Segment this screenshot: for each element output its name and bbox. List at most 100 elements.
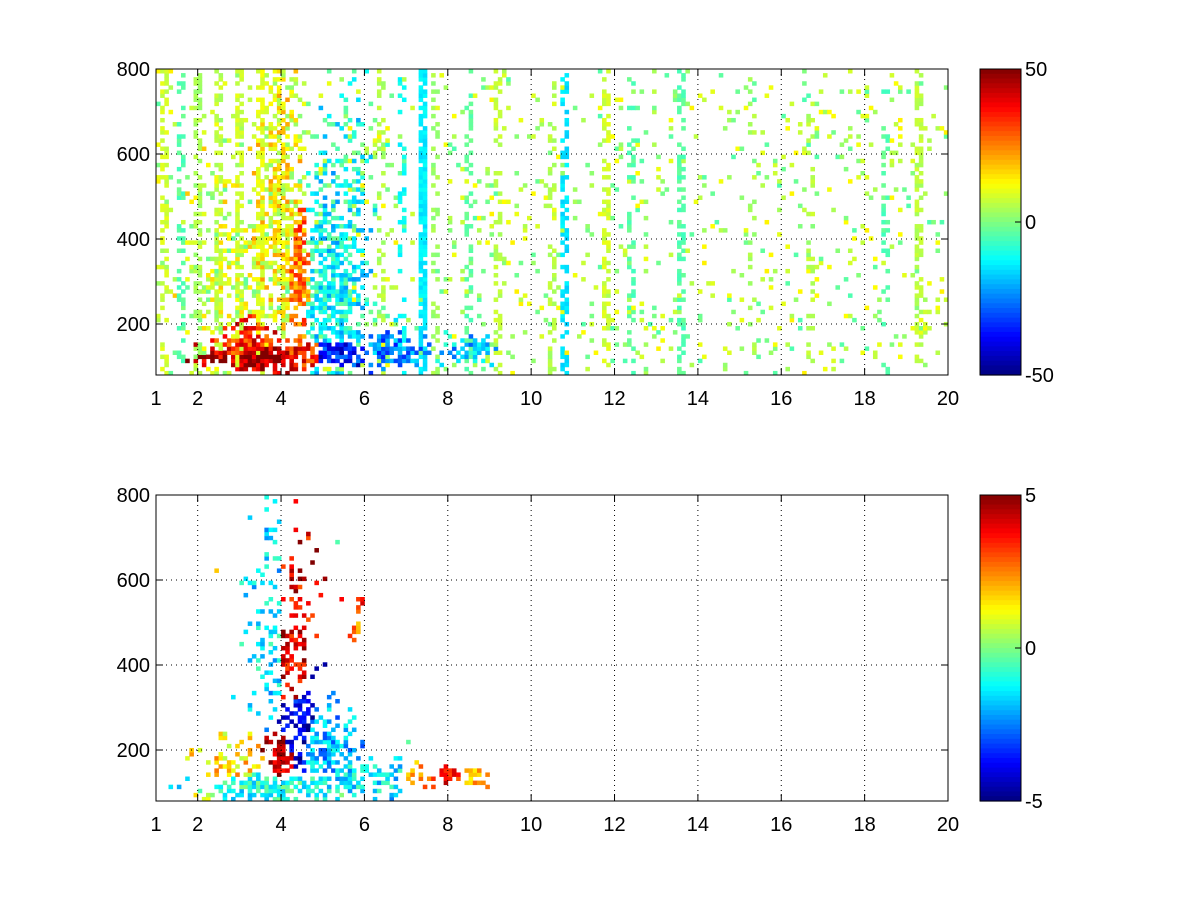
heatmap-cell [310,285,315,290]
heatmap-cell [301,719,307,724]
heatmap-cell [185,756,190,761]
heatmap-cell [335,260,340,266]
heatmap-cell [847,69,853,74]
heatmap-cell [260,256,265,262]
heatmap-cell [310,354,315,360]
heatmap-cell [435,130,440,135]
heatmap-cell [285,175,290,180]
heatmap-cell [552,256,557,262]
heatmap-cell [347,134,353,139]
heatmap-cell [276,601,282,606]
heatmap-cell [214,97,219,103]
heatmap-cell [251,277,257,282]
heatmap-cell [226,784,232,790]
heatmap-cell [347,719,353,724]
heatmap-cell [331,268,336,274]
heatmap-cell [235,346,240,351]
heatmap-cell [422,252,428,258]
heatmap-cell [343,301,349,307]
heatmap-cell [193,346,199,351]
heatmap-cell [176,122,182,127]
heatmap-cell [351,268,357,274]
heatmap-cell [385,187,390,192]
heatmap-cell [468,338,474,343]
heatmap-cell [256,203,261,209]
heatmap-cell [339,330,344,335]
heatmap-cell [881,207,886,213]
heatmap-cell [806,354,811,360]
heatmap-cell [431,228,436,233]
heatmap-cell [276,203,282,209]
heatmap-cell [681,166,686,172]
heatmap-cell [260,784,265,790]
heatmap-cell [243,780,249,786]
y-tick-label: 400 [117,229,150,251]
heatmap-cell [606,362,611,368]
heatmap-cell [697,175,703,180]
heatmap-cell [326,354,332,360]
heatmap-cell [406,346,411,351]
colorbar-segment [980,360,1021,367]
heatmap-cell [343,297,349,302]
heatmap-cell [864,191,870,196]
heatmap-cell [164,183,169,188]
heatmap-cell [785,268,790,274]
y-tick-label: 200 [117,740,150,762]
heatmap-cell [297,629,303,635]
heatmap-cell [322,780,328,786]
heatmap-cell [322,792,328,798]
heatmap-cell [272,358,278,364]
heatmap-cell [189,199,194,205]
heatmap-cell [368,101,374,107]
heatmap-cell [251,224,257,229]
heatmap-cell [210,256,215,262]
heatmap-cell [214,219,219,225]
heatmap-cell [406,354,411,360]
heatmap-cell [297,641,303,647]
x-tick-label: 10 [520,814,542,836]
heatmap-cell [431,776,436,781]
heatmap-cell [618,146,624,151]
heatmap-cell [381,142,386,147]
heatmap-cell [806,264,811,270]
heatmap-cell [318,788,324,794]
x-tick-label: 8 [442,388,453,410]
heatmap-cell [214,134,219,139]
heatmap-cell [356,207,361,213]
heatmap-cell [239,342,244,347]
heatmap-cell [397,81,403,86]
heatmap-cell [281,130,286,135]
heatmap-cell [260,150,265,156]
heatmap-cell [460,277,465,282]
x-tick-label: 1 [150,814,161,836]
heatmap-cell [276,105,282,111]
heatmap-cell [256,764,261,769]
heatmap-cell [885,219,891,225]
heatmap-cell [381,277,386,282]
heatmap-cell [243,244,249,249]
heatmap-cell [297,605,303,610]
heatmap-cell [260,358,265,364]
heatmap-cell [860,158,866,164]
heatmap-cell [618,142,624,147]
heatmap-cell [214,268,219,274]
heatmap-cell [347,326,353,331]
heatmap-cell [264,564,269,569]
heatmap-cell [414,358,420,364]
heatmap-cell [181,85,186,90]
heatmap-cell [197,187,203,192]
heatmap-cell [314,358,319,364]
heatmap-cell [481,342,486,347]
heatmap-cell [768,277,774,282]
heatmap-cell [214,117,219,123]
heatmap-cell [339,768,344,773]
heatmap-cell [435,313,440,319]
heatmap-cell [310,764,315,769]
heatmap-cell [806,142,811,147]
heatmap-cell [547,138,553,143]
heatmap-cell [256,330,261,335]
heatmap-cell [239,780,244,786]
heatmap-cell [356,625,361,631]
heatmap-cell [281,629,286,635]
heatmap-cell [256,109,261,115]
